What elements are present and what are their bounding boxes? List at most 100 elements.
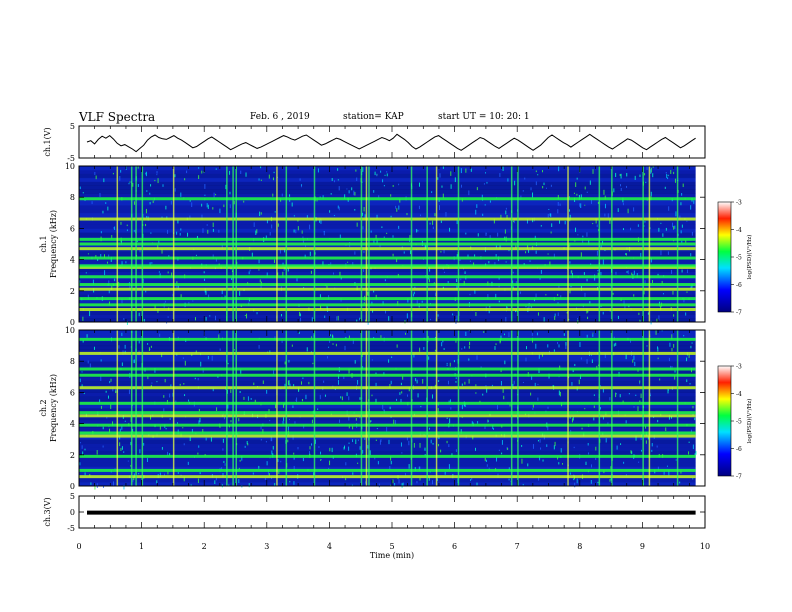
spectrogram-ch2-speckle	[438, 380, 440, 382]
spectrogram-ch1-speckle	[650, 257, 652, 263]
spectrogram-ch2-speckle	[455, 377, 457, 379]
spectrogram-ch2-speckle	[475, 392, 477, 394]
spectrogram-ch2-speckle	[638, 461, 640, 463]
spectrogram-ch1-speckle	[392, 253, 394, 257]
spectrogram-ch1-speckle	[557, 293, 559, 296]
waveform-ch1-ytick-label: 5	[70, 122, 75, 131]
spectrogram-ch1-speckle	[526, 219, 528, 224]
spectrogram-ch1-speckle	[432, 220, 434, 225]
spectrogram-ch1-speckle	[571, 270, 573, 274]
spectrogram-ch1-speckle	[215, 168, 217, 170]
spectrogram-ch1-speckle	[274, 211, 276, 213]
spectrogram-ch2-speckle	[632, 359, 634, 363]
spectrogram-ch1-speckle	[643, 290, 645, 295]
spectrogram-ch1-speckle	[459, 259, 461, 261]
spectrogram-ch1-speckle	[588, 240, 590, 245]
spectrogram-ch1-speckle	[145, 172, 147, 175]
spectrogram-ch2-speckle	[688, 353, 690, 358]
spectrogram-ch1-speckle	[309, 224, 311, 230]
spectrogram-ch2-speckle	[407, 394, 409, 397]
spectrogram-ch2-speckle	[592, 332, 594, 334]
spectrogram-ch1-speckle	[489, 305, 491, 308]
spectrogram-ch2-speckle	[224, 463, 226, 466]
spectrogram-ch2-band	[79, 380, 696, 386]
spectrogram-ch2-speckle	[227, 404, 229, 409]
spectrogram-ch1-speckle	[215, 193, 217, 196]
spectrogram-ch2-ylabel-freq: Frequency (kHz)	[49, 374, 58, 442]
spectrogram-ch1-speckle	[537, 174, 539, 176]
spectrogram-ch1-speckle	[473, 262, 475, 266]
spectrogram-ch1-speckle	[151, 262, 153, 264]
spectrogram-ch2-speckle	[498, 449, 500, 451]
spectrogram-ch1-speckle	[337, 168, 339, 171]
spectrogram-ch2-speckle	[119, 428, 121, 432]
spectrogram-ch2-vline	[611, 330, 613, 486]
spectrogram-ch2-speckle	[692, 405, 694, 409]
spectrogram-ch2-speckle	[328, 346, 330, 348]
spectrogram-ch2-speckle	[102, 426, 104, 430]
spectrogram-ch2-speckle	[198, 420, 200, 425]
spectrogram-ch1-speckle	[498, 300, 500, 303]
spectrogram-ch2-speckle	[200, 361, 202, 367]
spectrogram-ch1-speckle	[647, 312, 649, 315]
spectrogram-ch1-speckle	[324, 315, 326, 319]
spectrogram-ch1-speckle	[311, 317, 313, 322]
spectrogram-ch2-speckle	[436, 478, 438, 481]
spectrogram-ch1-vline	[232, 166, 234, 322]
spectrogram-ch1-speckle	[633, 207, 635, 212]
spectrogram-ch1-vline	[172, 166, 175, 322]
spectrogram-ch2-speckle	[128, 389, 130, 395]
spectrogram-ch2-speckle	[218, 334, 220, 340]
spectrogram-ch1-speckle	[373, 190, 375, 193]
spectrogram-ch1-speckle	[450, 184, 452, 189]
spectrogram-ch2-speckle	[383, 372, 385, 376]
spectrogram-ch1-band	[79, 290, 696, 296]
spectrogram-ch1-speckle	[486, 181, 488, 184]
spectrogram-ch2-speckle	[121, 362, 123, 366]
spectrogram-ch1-speckle	[363, 269, 365, 272]
spectrogram-ch1-speckle	[258, 269, 260, 271]
spectrogram-ch2-speckle	[150, 384, 152, 388]
spectrogram-ch2-speckle	[269, 457, 271, 459]
spectrogram-ch1-speckle	[495, 293, 497, 299]
spectrogram-ch1-speckle	[136, 240, 138, 243]
spectrogram-ch1-speckle	[214, 315, 216, 321]
spectrogram-ch1-speckle	[376, 173, 378, 177]
spectrogram-ch1-speckle	[346, 188, 348, 190]
spectrogram-ch2-speckle	[288, 380, 290, 385]
spectrogram-ch1-band	[79, 294, 696, 300]
spectrogram-ch1-speckle	[126, 321, 128, 325]
spectrogram-ch1-ylabel-freq: Frequency (kHz)	[49, 210, 58, 278]
spectrogram-ch2-colorbar-tick-label: -3	[736, 364, 742, 371]
waveform-ch3-ytick-label: 5	[70, 492, 75, 501]
spectrogram-ch2-speckle	[100, 359, 102, 362]
spectrogram-ch1-band	[79, 251, 696, 257]
spectrogram-ch2-speckle	[453, 360, 455, 363]
spectrogram-ch1-vline	[130, 166, 133, 322]
spectrogram-ch2-speckle	[163, 395, 165, 398]
spectrogram-ch2-speckle	[150, 345, 152, 348]
spectrogram-ch2-colorbar-tick-label: -6	[736, 446, 742, 453]
spectrogram-ch2-speckle	[558, 344, 560, 348]
spectrogram-ch1-speckle	[474, 254, 476, 257]
spectrogram-ch1-speckle	[668, 206, 670, 211]
spectrogram-ch2-speckle	[177, 472, 179, 474]
spectrogram-ch1-speckle	[354, 191, 356, 196]
spectrogram-ch2-speckle	[484, 457, 486, 462]
spectrogram-ch2-speckle	[139, 449, 141, 454]
spectrogram-ch1-speckle	[660, 222, 662, 224]
spectrogram-ch2-speckle	[674, 370, 676, 373]
spectrogram-ch2-speckle	[222, 438, 224, 443]
spectrogram-ch2-speckle	[130, 441, 132, 446]
x-tick-label: 4	[327, 542, 332, 551]
spectrogram-ch1-speckle	[114, 226, 116, 230]
spectrogram-ch1-speckle	[637, 224, 639, 227]
spectrogram-ch2-speckle	[413, 353, 415, 358]
spectrogram-ch1-speckle	[667, 174, 669, 177]
spectrogram-ch1-speckle	[301, 184, 303, 186]
spectrogram-ch2-speckle	[509, 403, 511, 407]
spectrogram-ch1-vline	[410, 166, 413, 322]
spectrogram-ch2-speckle	[390, 456, 392, 461]
spectrogram-ch2-speckle	[283, 417, 285, 421]
spectrogram-ch2-speckle	[593, 405, 595, 408]
